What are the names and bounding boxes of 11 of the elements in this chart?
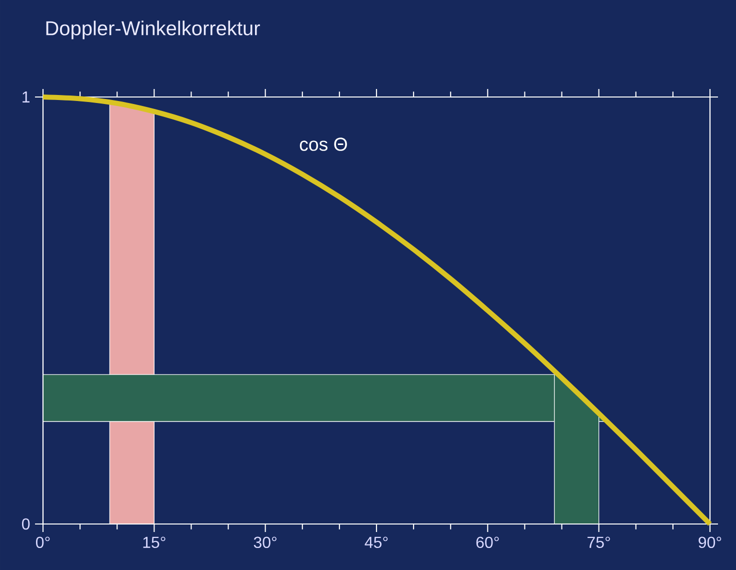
y-tick-label: 1 (22, 91, 30, 102)
x-tick-label: 15° (143, 536, 166, 548)
x-tick-label: 45° (364, 536, 388, 548)
y-tick-label: 0 (22, 518, 30, 530)
x-tick-label: 0° (36, 536, 50, 548)
series-label: cos Θ (300, 138, 347, 151)
x-tick-label: 90° (698, 536, 722, 548)
chart-title: Doppler-Winkelkorrektur (46, 20, 260, 40)
x-tick-label: 30° (254, 536, 276, 548)
x-tick-label: 75° (588, 536, 610, 548)
x-tick-label: 60° (476, 536, 499, 548)
